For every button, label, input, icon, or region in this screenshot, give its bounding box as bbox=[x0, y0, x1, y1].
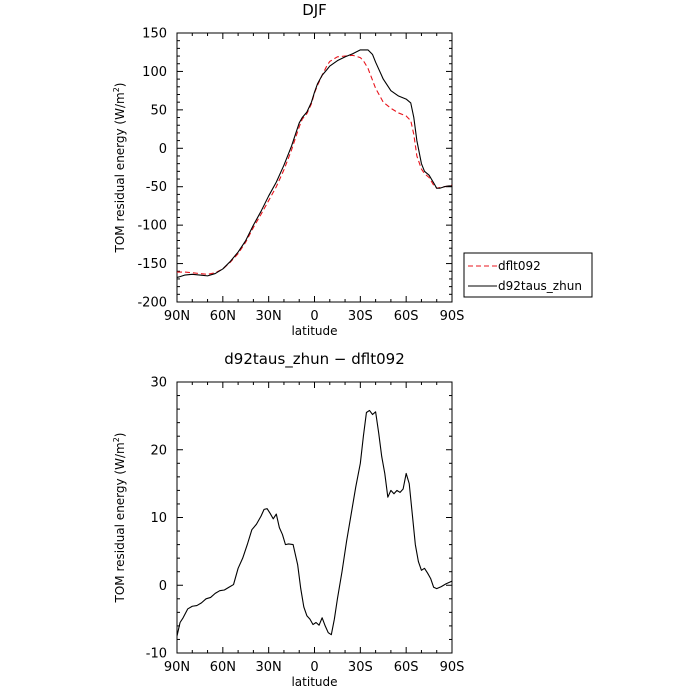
bottom-x-tick-label: 60S bbox=[394, 660, 419, 675]
legend-label-dflt092: dflt092 bbox=[498, 259, 541, 273]
top-plot-frame bbox=[176, 32, 453, 303]
top-panel: 90N 60N 30N 0 30S 60S 90S -200 -150 -100 -50 0 50 100… bbox=[112, 1, 464, 338]
top-y-axis-label: TOM residual energy (W/m2) bbox=[112, 83, 127, 254]
bottom-y-tick-label: 0 bbox=[159, 579, 167, 594]
legend-box bbox=[463, 252, 593, 298]
bottom-series-line-series-0 bbox=[176, 409, 453, 637]
top-y-tick-label: -150 bbox=[137, 257, 167, 272]
top-y-axis-label-end: ) bbox=[113, 83, 127, 88]
bottom-y-tick-label: 20 bbox=[150, 443, 167, 458]
top-y-axis-label-main: TOM residual energy (W/m bbox=[113, 92, 127, 253]
bottom-x-axis-label: latitude bbox=[291, 675, 337, 689]
bottom-y-tick-label: 10 bbox=[150, 511, 167, 526]
bottom-y-tick-label: 30 bbox=[150, 376, 167, 391]
top-x-tick-label: 30N bbox=[256, 309, 282, 324]
bottom-x-tick-label: 90S bbox=[440, 660, 465, 675]
top-y-tick-label: -50 bbox=[146, 180, 167, 195]
top-y-tick-label: 50 bbox=[150, 103, 167, 118]
bottom-chart-title: d92taus_zhun − dflt092 bbox=[224, 350, 404, 369]
bottom-y-axis-label-end: ) bbox=[113, 433, 127, 438]
top-x-tick-label: 90S bbox=[440, 309, 465, 324]
bottom-y-axis-label-superscript: 2 bbox=[112, 437, 121, 442]
top-chart-title: DJF bbox=[302, 1, 327, 19]
top-series-line-dflt092 bbox=[177, 54, 453, 275]
top-y-tick-label: -200 bbox=[137, 296, 167, 311]
top-x-axis-label: latitude bbox=[291, 324, 337, 338]
top-x-tick-label: 90N bbox=[164, 309, 190, 324]
top-x-tick-label: 30S bbox=[348, 309, 373, 324]
bottom-y-axis-label-main: TOM residual energy (W/m bbox=[113, 442, 127, 603]
bottom-panel: 90N 60N 30N 0 30S 60S 90S -10 0 10 20 30 d92taus_zhu… bbox=[112, 350, 464, 689]
bottom-x-tick-label: 0 bbox=[310, 660, 318, 675]
top-y-tick-label: 150 bbox=[142, 27, 167, 42]
top-y-tick-label: 0 bbox=[159, 142, 167, 157]
bottom-x-tick-label: 30N bbox=[256, 660, 282, 675]
bottom-y-axis-label: TOM residual energy (W/m2) bbox=[112, 433, 127, 604]
legend-label-d92taus-zhun: d92taus_zhun bbox=[498, 279, 582, 293]
top-x-tick-label: 0 bbox=[310, 309, 318, 324]
bottom-x-tick-label: 30S bbox=[348, 660, 373, 675]
top-y-tick-label: -100 bbox=[137, 219, 167, 234]
top-series-line-d92taus-zhun bbox=[176, 49, 452, 278]
legend: dflt092 d92taus_zhun bbox=[463, 252, 593, 298]
bottom-plot-frame bbox=[176, 381, 453, 654]
bottom-x-tick-label: 60N bbox=[210, 660, 236, 675]
bottom-y-tick-label: -10 bbox=[146, 647, 167, 662]
top-y-axis-label-superscript: 2 bbox=[112, 87, 121, 92]
top-x-tick-label: 60S bbox=[394, 309, 419, 324]
bottom-x-tick-label: 90N bbox=[164, 660, 190, 675]
top-x-tick-label: 60N bbox=[210, 309, 236, 324]
top-y-tick-label: 100 bbox=[142, 65, 167, 80]
